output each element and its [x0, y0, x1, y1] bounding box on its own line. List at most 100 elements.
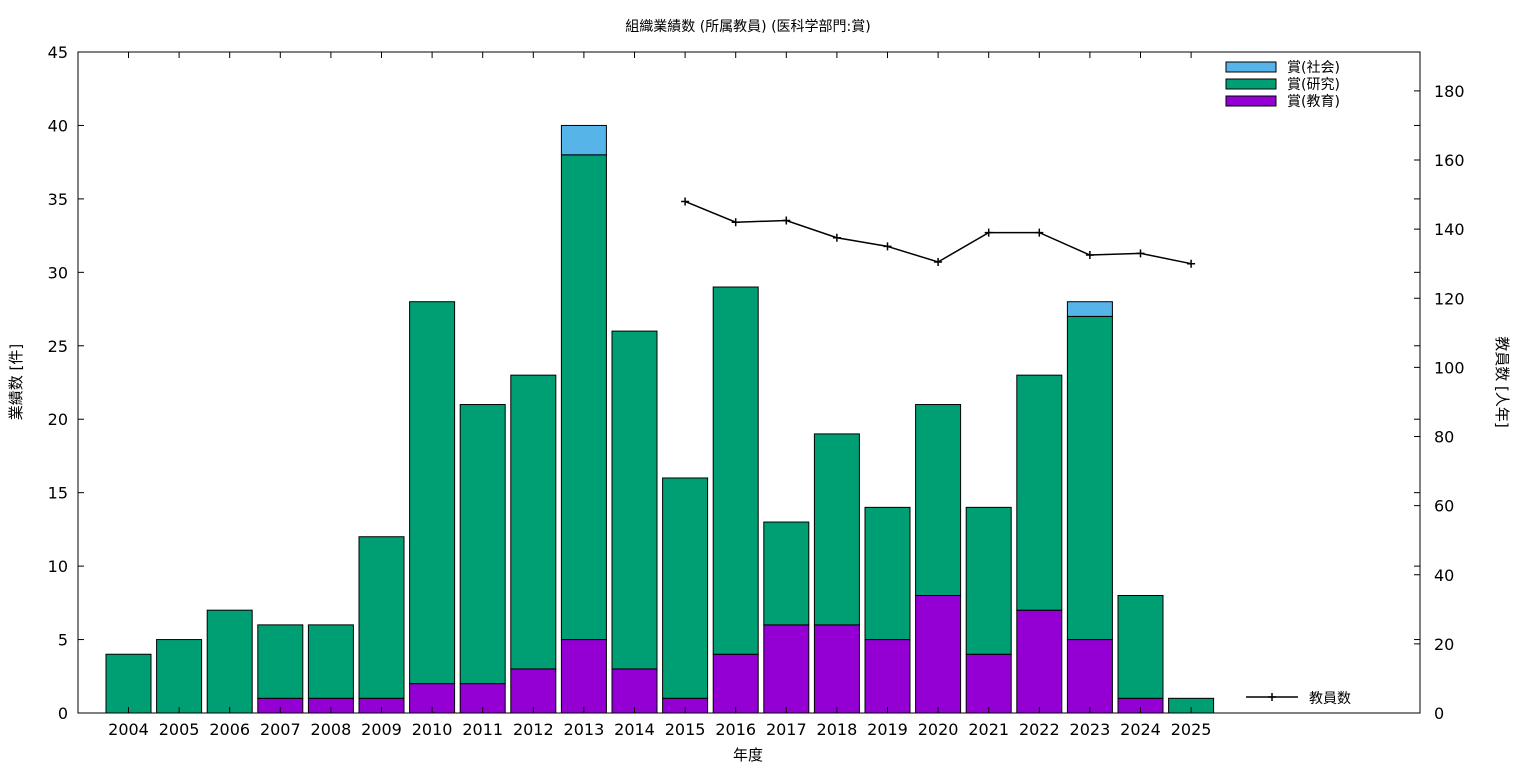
y-tick-label: 20 — [48, 410, 68, 429]
line-point-2025 — [1187, 259, 1196, 268]
bar-2016 — [712, 653, 759, 714]
bar-2017 — [763, 521, 810, 626]
y-tick-label: 45 — [48, 43, 68, 62]
x-tick-label: 2011 — [462, 720, 503, 739]
bar-2015 — [662, 477, 709, 699]
x-tick-label: 2007 — [260, 720, 301, 739]
bar-2018 — [813, 624, 860, 714]
y2-tick-label: 20 — [1434, 635, 1454, 654]
legend: 賞(社会)賞(研究)賞(教育) 教員数 — [1225, 60, 1351, 707]
x-tick-label: 2009 — [361, 720, 402, 739]
staff-count-line — [684, 200, 1192, 265]
y-tick-label: 5 — [58, 631, 68, 650]
line-point-2023 — [1085, 251, 1094, 260]
x-tick-label: 2013 — [564, 720, 605, 739]
y2-tick-label: 140 — [1434, 220, 1465, 239]
line-point-2018 — [832, 233, 841, 242]
bar-2018 — [813, 433, 860, 626]
x-tick-label: 2021 — [968, 720, 1009, 739]
bar-2020 — [915, 404, 962, 596]
chart-title: 組織業績数 (所属教員) (医科学部門:賞) — [625, 19, 870, 35]
bar-2007 — [257, 624, 304, 699]
x-tick-label: 2018 — [817, 720, 858, 739]
y2-tick-label: 60 — [1434, 497, 1454, 516]
bar-2012 — [510, 668, 557, 714]
y2-tick-label: 0 — [1434, 704, 1444, 723]
bar-2012 — [510, 374, 557, 670]
y2-tick-label: 40 — [1434, 566, 1454, 585]
legend-label: 賞(研究) — [1287, 77, 1340, 93]
line-point-2017 — [782, 216, 791, 225]
plot-frame — [77, 51, 1421, 714]
y2-tick-label: 80 — [1434, 428, 1454, 447]
bar-2023 — [1066, 301, 1113, 317]
x-tick-label: 2004 — [108, 720, 149, 739]
line-point-2019 — [883, 242, 892, 251]
x-tick-label: 2005 — [159, 720, 200, 739]
x-tick-label: 2010 — [412, 720, 453, 739]
bar-2013 — [560, 639, 607, 714]
x-tick-label: 2015 — [665, 720, 706, 739]
bar-2014 — [611, 330, 658, 670]
y-tick-label: 10 — [48, 557, 68, 576]
y-tick-label: 40 — [48, 116, 68, 135]
legend-swatch — [1225, 61, 1277, 73]
line-point-2022 — [1035, 228, 1044, 237]
x-tick-label: 2016 — [715, 720, 756, 739]
bar-2005 — [156, 639, 203, 714]
bar-2019 — [864, 639, 911, 714]
legend-label: 賞(社会) — [1287, 60, 1340, 76]
x-tick-label: 2023 — [1070, 720, 1111, 739]
y-axis-label: 業績数 [件] — [7, 344, 25, 420]
x-tick-label: 2014 — [614, 720, 655, 739]
y2-axis-label: 教員数 [人年] — [1493, 336, 1511, 427]
x-tick-label: 2012 — [513, 720, 554, 739]
line-point-2024 — [1136, 249, 1145, 258]
bar-2022 — [1016, 609, 1063, 714]
legend-label: 賞(教育) — [1287, 94, 1340, 110]
bar-2019 — [864, 506, 911, 641]
bar-2009 — [358, 536, 405, 699]
x-tick-label: 2008 — [311, 720, 352, 739]
legend-line-marker — [1268, 693, 1276, 701]
y2-tick-label: 120 — [1434, 289, 1465, 308]
bar-2023 — [1066, 639, 1113, 714]
legend-swatch — [1225, 95, 1277, 107]
legend-swatch — [1225, 78, 1277, 90]
y-tick-label: 35 — [48, 190, 68, 209]
bar-2008 — [307, 624, 354, 699]
bar-2022 — [1016, 374, 1063, 611]
y-tick-label: 30 — [48, 263, 68, 282]
x-axis-label: 年度 — [733, 746, 763, 764]
bar-2013 — [560, 124, 607, 156]
line-point-2016 — [731, 218, 740, 227]
y2-tick-label: 160 — [1434, 151, 1465, 170]
bar-2021 — [965, 506, 1012, 655]
y2-tick-label: 100 — [1434, 358, 1465, 377]
y2-tick-label: 180 — [1434, 82, 1465, 101]
x-tick-label: 2025 — [1171, 720, 1212, 739]
x-tick-label: 2017 — [766, 720, 807, 739]
bar-2006 — [206, 609, 253, 714]
line-layer — [681, 197, 1196, 268]
y-tick-label: 25 — [48, 337, 68, 356]
bar-2016 — [712, 286, 759, 655]
line-point-2021 — [984, 228, 993, 237]
x-tick-label: 2020 — [918, 720, 959, 739]
bar-2024 — [1117, 594, 1164, 699]
y-tick-label: 0 — [58, 704, 68, 723]
x-tick-label: 2019 — [867, 720, 908, 739]
line-point-2020 — [934, 257, 943, 266]
bar-2010 — [409, 301, 456, 685]
bar-2004 — [105, 653, 152, 714]
line-point-2015 — [681, 197, 690, 206]
bar-2020 — [915, 594, 962, 714]
y-tick-label: 15 — [48, 484, 68, 503]
bar-2023 — [1066, 315, 1113, 641]
bar-2014 — [611, 668, 658, 714]
bar-2013 — [560, 154, 607, 641]
bar-layer — [105, 124, 1215, 714]
x-tick-label: 2022 — [1019, 720, 1060, 739]
bar-2011 — [459, 404, 506, 685]
